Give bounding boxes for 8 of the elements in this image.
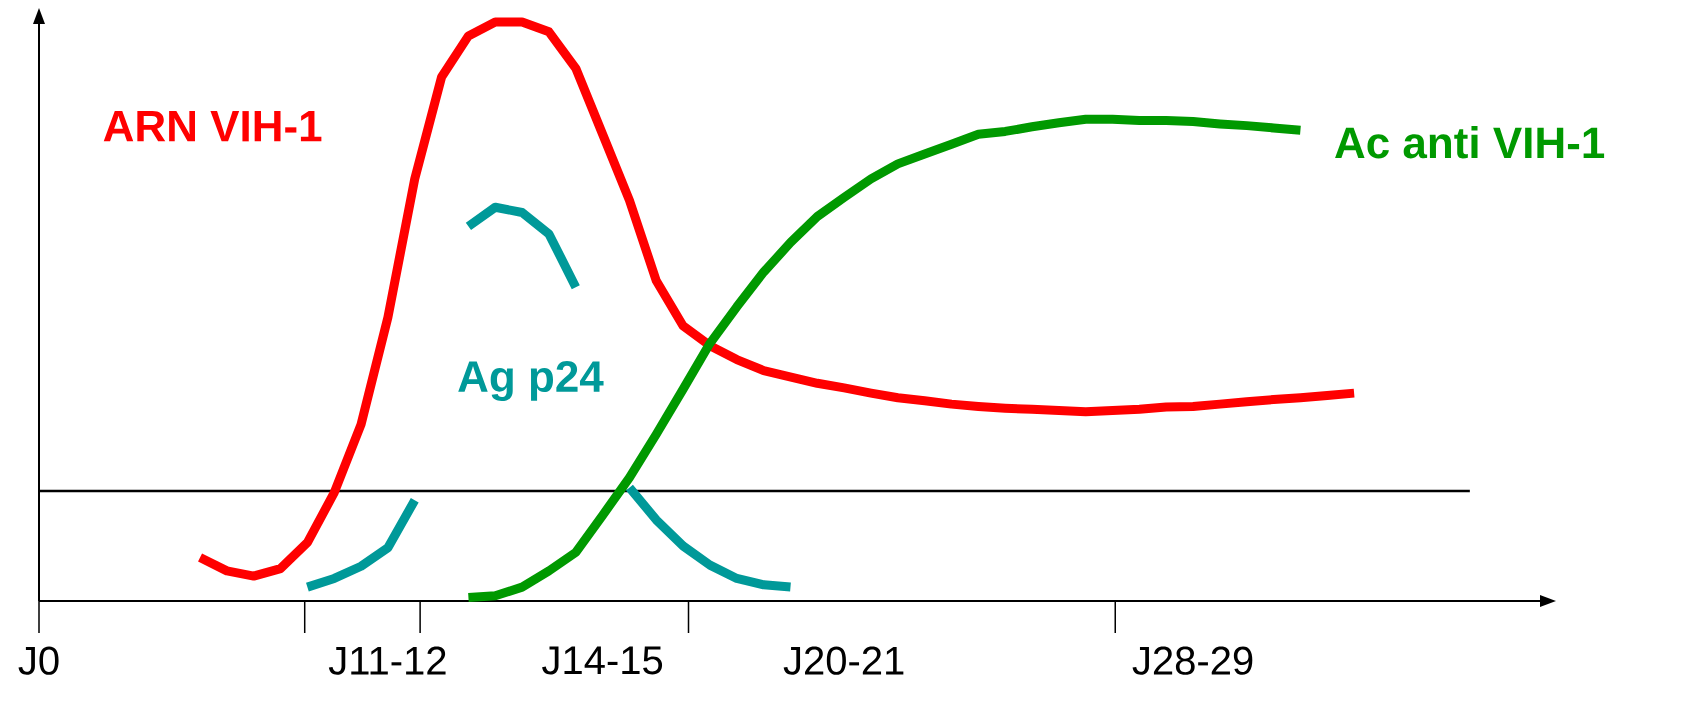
series-label: Ac anti VIH-1 — [1335, 126, 1605, 159]
x-tick-label: J20-21 — [783, 646, 904, 675]
x-tick-label: J14-15 — [542, 646, 663, 675]
x-tick-label: J28-29 — [1132, 646, 1253, 675]
text: ARN VIH-1 — [103, 111, 322, 142]
x-tick-label: J11-12 — [328, 646, 446, 675]
x-tick-label: J0 — [18, 646, 59, 675]
series-label: Ag p24 — [458, 360, 604, 401]
